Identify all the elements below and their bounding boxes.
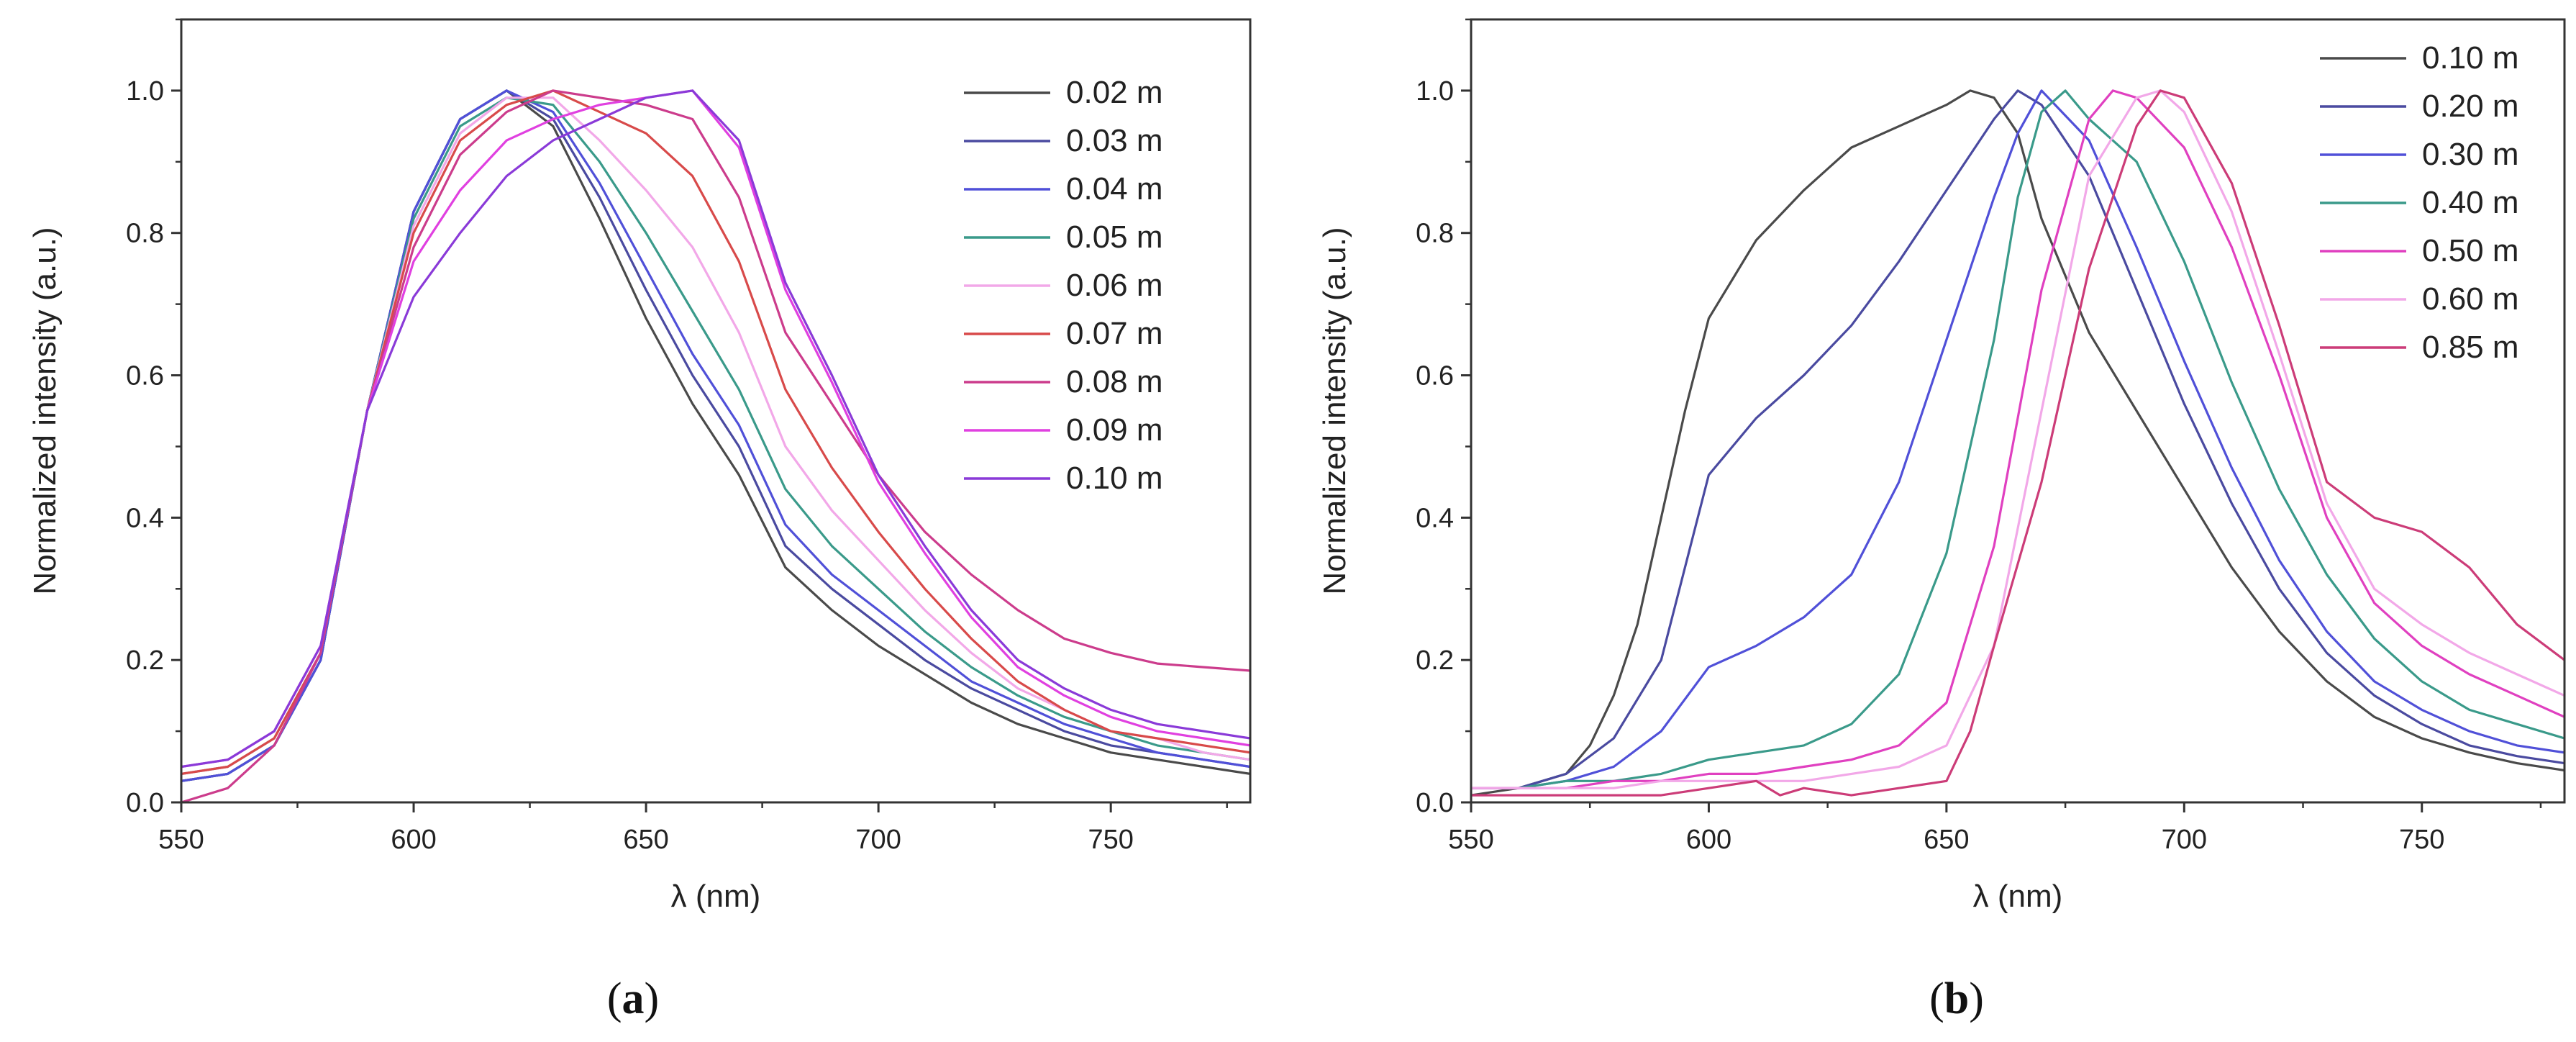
series-line-020m: [1471, 89, 2564, 789]
x-tick-label: 700: [855, 825, 901, 855]
y-tick-label: 0.8: [126, 219, 164, 249]
series-group: [181, 89, 1250, 802]
legend-entry-label: 0.04 m: [1066, 171, 1163, 207]
chart-panel-a: 550 600 650 700 750 0.0 0.2 0.4 0.6 0.8 1.0 λ (nm) N…: [27, 18, 1252, 1023]
chart-panel-b: 550 600 650 700 750 0.0 0.2 0.4 0.6 0.8 1.0 λ (nm) N…: [1317, 18, 2566, 1023]
legend-entry-label: 0.02 m: [1066, 75, 1163, 110]
x-tick-label: 600: [1686, 825, 1731, 855]
legend: 0.02 m 0.03 m 0.04 m 0.05 m 0.06 m 0.07 m 0.08…: [964, 75, 1163, 496]
y-axis-label: Normalized intensity (a.u.): [1317, 227, 1352, 594]
y-tick-label: 0.2: [126, 645, 164, 676]
y-tick-label: 0.4: [1416, 503, 1454, 533]
caption-letter: b: [1944, 974, 1969, 1023]
series-line-010m: [181, 89, 1250, 769]
caption-open-paren: (: [1929, 974, 1944, 1023]
legend-entry-label: 0.09 m: [1066, 412, 1163, 448]
caption-letter: a: [622, 974, 645, 1023]
series-line-010m: [1471, 89, 2564, 797]
x-tick-label: 550: [1448, 825, 1493, 855]
y-tick-label: 0.6: [1416, 361, 1454, 391]
x-tick-label: 750: [1088, 825, 1133, 855]
y-tick-label: 1.0: [1416, 76, 1454, 107]
legend-entry-label: 0.10 m: [1066, 461, 1163, 496]
series-line-085m: [1471, 89, 2564, 797]
legend-entry-label: 0.08 m: [1066, 364, 1163, 399]
legend-entry-label: 0.06 m: [1066, 268, 1163, 303]
plot-frame: [180, 18, 1252, 804]
caption-close-paren: ): [1969, 974, 1984, 1023]
x-tick-label: 650: [623, 825, 668, 855]
legend-entry-label: 0.40 m: [2422, 185, 2519, 220]
y-tick-label: 0.0: [1416, 788, 1454, 818]
y-tick-label: 0.0: [126, 788, 164, 818]
legend-entry-label: 0.03 m: [1066, 123, 1163, 158]
legend-entry-label: 0.60 m: [2422, 281, 2519, 317]
series-line-040m: [1471, 89, 2564, 789]
x-tick-label: 750: [2399, 825, 2444, 855]
x-tick-label: 700: [2162, 825, 2207, 855]
series-line-060m: [1471, 89, 2564, 789]
panel-caption: (a): [607, 974, 659, 1023]
y-axis-label: Normalized intensity (a.u.): [27, 227, 63, 594]
legend-entry-label: 0.30 m: [2422, 137, 2519, 172]
x-tick-label: 550: [158, 825, 204, 855]
legend-entry-label: 0.50 m: [2422, 233, 2519, 268]
y-tick-label: 0.6: [126, 361, 164, 391]
x-tick-label: 650: [1924, 825, 1969, 855]
y-tick-label: 0.2: [1416, 645, 1454, 676]
y-tick-label: 0.4: [126, 503, 164, 533]
y-tick-label: 1.0: [126, 76, 164, 107]
plot-frame: [1470, 18, 2566, 804]
panel-caption: (b): [1929, 974, 1984, 1023]
legend-entry-label: 0.07 m: [1066, 316, 1163, 351]
y-tick-label: 0.8: [1416, 219, 1454, 249]
legend-entry-label: 0.10 m: [2422, 40, 2519, 76]
legend: 0.10 m 0.20 m 0.30 m 0.40 m 0.50 m 0.60 m 0.85…: [2320, 40, 2519, 365]
legend-entry-label: 0.05 m: [1066, 219, 1163, 255]
legend-entry-label: 0.20 m: [2422, 89, 2519, 124]
caption-open-paren: (: [607, 974, 622, 1023]
x-axis-label: λ (nm): [1973, 879, 2063, 914]
series-line-030m: [1471, 89, 2564, 789]
x-axis-label: λ (nm): [671, 879, 761, 914]
x-tick-label: 600: [391, 825, 436, 855]
legend-entry-label: 0.85 m: [2422, 330, 2519, 365]
series-group: [1471, 89, 2564, 797]
caption-close-paren: ): [645, 974, 660, 1023]
